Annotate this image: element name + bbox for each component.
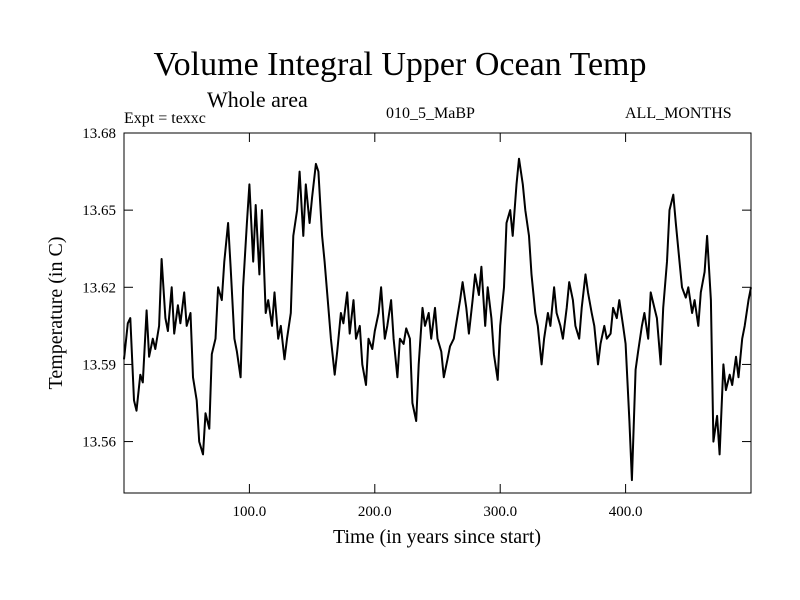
run-label: 010_5_MaBP [386,105,475,122]
x-tick-label: 100.0 [233,504,267,520]
plot-frame [123,132,752,494]
y-axis: 13.56 13.59 13.62 13.65 13.68 [82,126,751,451]
experiment-label: Expt = texxc [124,110,206,127]
x-tick-label: 200.0 [358,504,392,520]
y-tick-label: 13.59 [82,357,116,373]
x-tick-label: 300.0 [483,504,517,520]
x-axis-label: Time (in years since start) [333,526,541,548]
y-tick-label: 13.68 [82,126,116,142]
chart-title: Volume Integral Upper Ocean Temp [153,46,647,83]
x-tick-label: 400.0 [609,504,643,520]
y-tick-label: 13.62 [82,280,116,296]
x-axis: 100.0 200.0 300.0 400.0 [233,133,643,520]
y-axis-label: Temperature (in C) [45,237,67,390]
y-tick-label: 13.56 [82,435,116,451]
months-label: ALL_MONTHS [625,105,732,122]
y-tick-label: 13.65 [82,203,116,219]
chart-subtitle: Whole area [207,87,308,112]
series-line [123,157,752,482]
